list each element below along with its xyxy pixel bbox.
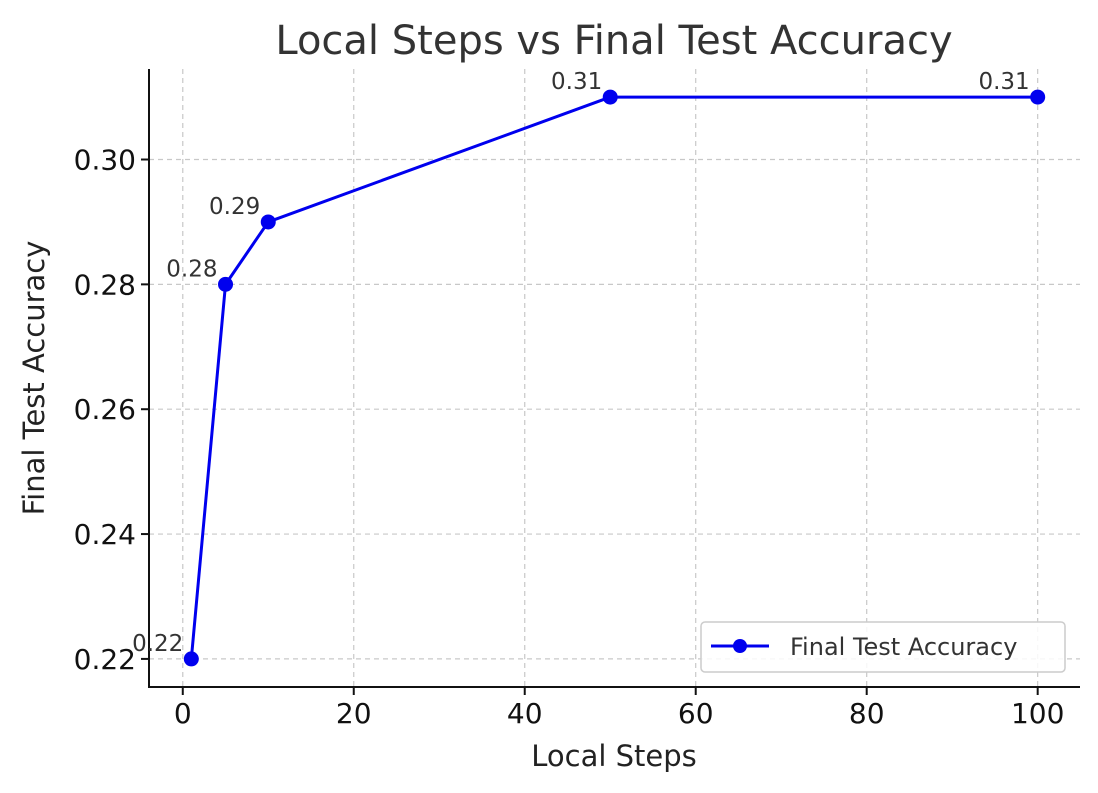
legend-marker-swatch [733,639,747,653]
data-point [183,651,199,667]
legend-entry-final-test-accuracy: Final Test Accuracy [790,633,1017,661]
y-tick-label: 0.24 [74,518,136,551]
y-tick-label: 0.28 [74,268,136,301]
data-label: 0.29 [209,194,260,220]
legend-box [700,621,1066,673]
y-ticks: 0.22 0.24 0.26 0.28 0.30 [74,144,149,676]
x-tick-label: 20 [336,697,372,730]
legend: Final Test Accuracy [700,621,1066,673]
y-tick-label: 0.26 [74,393,136,426]
x-tick-label: 0 [174,697,192,730]
data-point [1030,89,1046,105]
data-label: 0.31 [978,69,1029,95]
x-tick-label: 60 [678,697,714,730]
y-tick-label: 0.22 [74,643,136,676]
x-tick-label: 100 [1011,697,1064,730]
grid [149,69,1080,687]
y-tick-label: 0.30 [74,144,136,177]
x-tick-label: 40 [507,697,543,730]
data-point [218,276,234,292]
series-group [183,89,1046,667]
data-label: 0.28 [166,256,217,282]
data-point [602,89,618,105]
data-label: 0.22 [132,631,183,657]
axes [148,69,1080,688]
data-labels: 0.22 0.28 0.29 0.31 0.31 [132,69,1030,657]
chart-title: Local Steps vs Final Test Accuracy [275,18,952,64]
x-ticks: 0 20 40 60 80 100 [174,687,1064,730]
x-axis-label: Local Steps [531,739,697,773]
series-line [189,95,1038,660]
y-axis-label: Final Test Accuracy [17,241,51,516]
data-label: 0.31 [551,69,602,95]
data-point [260,214,276,230]
x-tick-label: 80 [849,697,885,730]
